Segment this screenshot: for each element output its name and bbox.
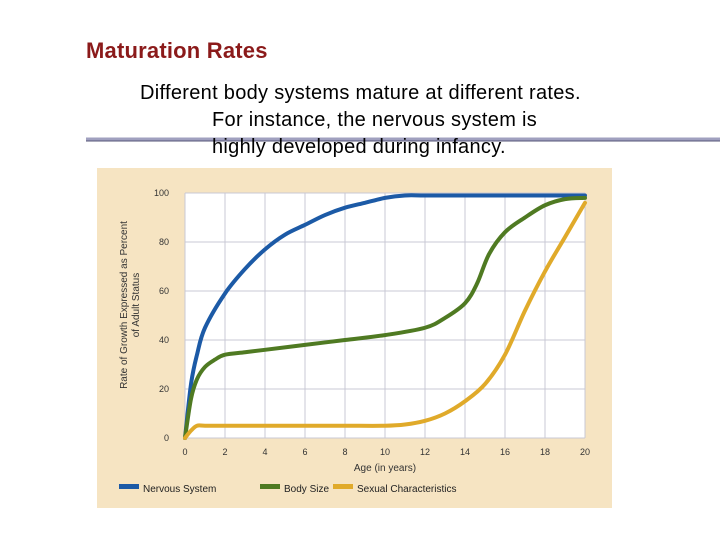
series-line-nervous-system (183, 193, 587, 440)
x-axis-label: Age (in years) (354, 463, 416, 474)
y-axis-label-line-1: Rate of Growth Expressed as Percent (119, 221, 130, 389)
x-tick-label: 10 (380, 447, 390, 457)
y-tick-labels: 0 20 40 60 80 100 (154, 188, 169, 443)
legend-swatch-nervous-system (119, 484, 139, 489)
y-axis-label-line-2: of Adult Status (131, 273, 142, 338)
x-tick-label: 14 (460, 447, 470, 457)
series-lines (183, 193, 587, 440)
bullet-line-1: Different body systems mature at differe… (140, 82, 581, 104)
x-tick-label: 6 (302, 447, 307, 457)
series-line-body-size (183, 195, 587, 440)
legend-label-nervous-system: Nervous System (143, 484, 216, 495)
gridlines (184, 192, 586, 439)
legend-swatch-sexual-characteristics (333, 484, 353, 489)
series-line-sexual-characteristics (183, 200, 587, 440)
legend-swatch-body-size (260, 484, 280, 489)
slide-title: Maturation Rates (86, 38, 268, 63)
x-tick-label: 20 (580, 447, 590, 457)
x-tick-labels: 0 2 4 6 8 10 12 14 16 18 20 (182, 447, 590, 457)
legend: Nervous System Body Size Sexual Characteri… (119, 484, 456, 495)
x-tick-label: 16 (500, 447, 510, 457)
y-tick-label: 0 (164, 433, 169, 443)
y-tick-label: 60 (159, 286, 169, 296)
legend-label-sexual-characteristics: Sexual Characteristics (357, 484, 456, 495)
bullet-line-3: highly developed during infancy. (212, 136, 506, 158)
slide-bullet: Different body systems mature at differe… (140, 80, 710, 161)
x-tick-label: 0 (182, 447, 187, 457)
x-tick-label: 18 (540, 447, 550, 457)
x-tick-label: 8 (342, 447, 347, 457)
bullet-line-2: For instance, the nervous system is (212, 109, 538, 131)
y-tick-label: 20 (159, 384, 169, 394)
x-tick-label: 4 (262, 447, 267, 457)
y-tick-label: 40 (159, 335, 169, 345)
y-tick-label: 100 (154, 188, 169, 198)
legend-label-body-size: Body Size (284, 484, 329, 495)
chart-panel: 0 20 40 60 80 100 0 2 4 6 8 10 12 14 16 18 20 Age (in y… (97, 168, 612, 508)
x-tick-label: 2 (222, 447, 227, 457)
x-tick-label: 12 (420, 447, 430, 457)
y-tick-label: 80 (159, 237, 169, 247)
maturation-chart: 0 20 40 60 80 100 0 2 4 6 8 10 12 14 16 18 20 Age (in y… (119, 188, 590, 495)
